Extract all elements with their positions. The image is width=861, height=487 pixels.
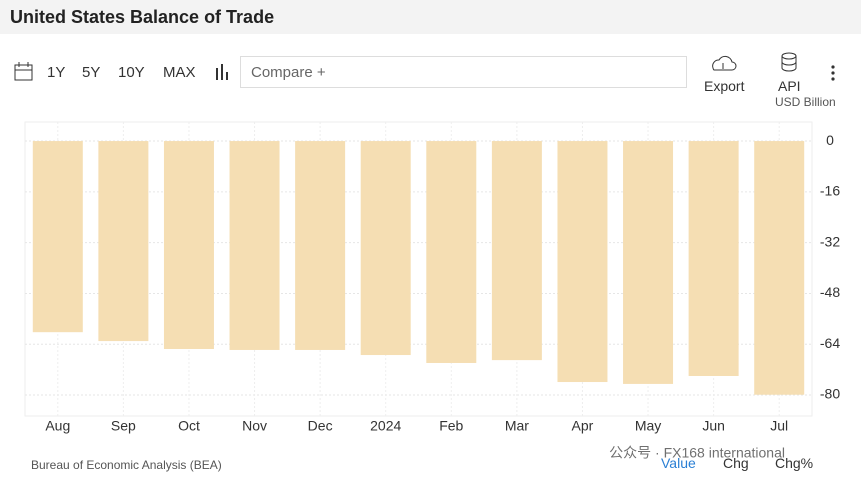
x-tick-label: May xyxy=(635,418,661,434)
y-tick-label: -64 xyxy=(820,335,840,351)
x-tick-label: Jun xyxy=(702,418,725,434)
bar xyxy=(754,141,805,395)
compare-input[interactable]: Compare + xyxy=(240,56,687,88)
x-tick-label: Oct xyxy=(178,418,200,434)
y-tick-label: -80 xyxy=(820,386,840,402)
x-tick-label: Apr xyxy=(572,418,594,434)
x-tick-label: Jul xyxy=(770,418,788,434)
range-button[interactable]: MAX xyxy=(163,64,196,81)
bar xyxy=(295,141,346,350)
bar xyxy=(163,141,214,350)
y-tick-label: -48 xyxy=(820,284,840,300)
bar xyxy=(557,141,608,383)
y-tick-label: -32 xyxy=(820,233,840,249)
x-tick-label: Feb xyxy=(439,418,463,434)
x-tick-label: Nov xyxy=(242,418,267,434)
page-title: United States Balance of Trade xyxy=(10,7,275,27)
api-button[interactable]: API xyxy=(778,78,801,94)
x-tick-label: Dec xyxy=(308,418,333,434)
x-tick-label: 2024 xyxy=(370,418,401,434)
tab[interactable]: Chg xyxy=(723,455,749,471)
bar xyxy=(98,141,149,342)
bar xyxy=(32,141,83,333)
plot-frame xyxy=(24,121,813,417)
title-bar: United States Balance of Trade xyxy=(0,0,861,34)
bar xyxy=(426,141,477,363)
range-button[interactable]: 5Y xyxy=(82,64,101,81)
source: Bureau of Economic Analysis (BEA) xyxy=(31,458,222,472)
y-tick-label: 0 xyxy=(826,132,834,148)
api-icon[interactable] xyxy=(781,52,797,72)
chart-type-icon[interactable] xyxy=(216,64,228,80)
bar xyxy=(623,141,674,384)
bar xyxy=(491,141,542,361)
bar xyxy=(229,141,280,350)
tab[interactable]: Value xyxy=(661,455,696,471)
x-tick-label: Aug xyxy=(45,418,70,434)
range-button[interactable]: 1Y xyxy=(47,64,66,81)
tab[interactable]: Chg% xyxy=(775,455,814,471)
range-button[interactable]: 10Y xyxy=(118,64,145,81)
x-tick-label: Sep xyxy=(111,418,136,434)
bar xyxy=(360,141,411,356)
menu-icon[interactable] xyxy=(831,65,835,81)
x-tick-label: Mar xyxy=(505,418,529,434)
calendar-icon[interactable] xyxy=(14,62,33,81)
watermark: 公众号 · FX168 international xyxy=(609,445,785,461)
bar xyxy=(688,141,739,376)
unit-label: USD Billion xyxy=(775,95,836,109)
export-icon[interactable] xyxy=(712,55,737,71)
y-tick-label: -16 xyxy=(820,183,840,199)
export-button[interactable]: Export xyxy=(704,78,745,94)
